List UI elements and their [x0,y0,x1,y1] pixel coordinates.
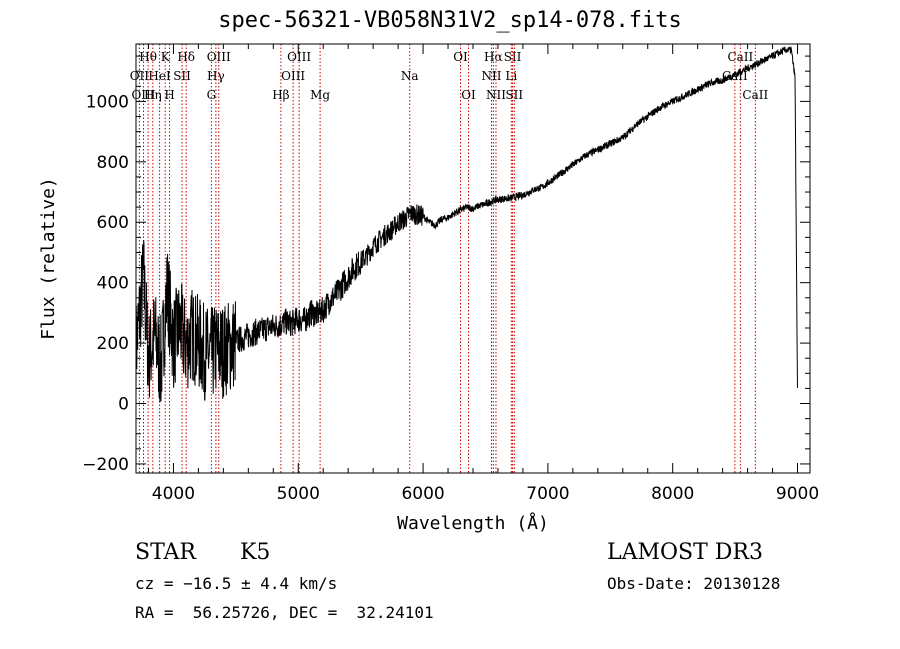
spectral-line-label: K [161,50,171,64]
spectral-line-label: SII [173,69,191,83]
x-tick-label: 6000 [401,484,444,504]
spectral-line-label: Mg [310,88,330,102]
spectral-line-label: OIII [131,88,155,102]
subclass: K5 [240,540,271,565]
x-tick-label: 4000 [152,484,195,504]
spectral-line-label: OIII [207,50,231,64]
spectral-line-label: Na [401,69,419,83]
spectral-line-label: NII [481,69,501,83]
object-type: STAR [135,540,196,565]
y-tick-label: −200 [82,455,129,475]
spectral-line-label: OI [461,88,476,102]
spectral-line-label: SII [504,50,522,64]
spectral-line-label: OIII [281,69,305,83]
x-tick-label: 7000 [526,484,569,504]
survey-name: LAMOST DR3 [607,540,763,565]
coordinates: RA = 56.25726, DEC = 32.24101 [135,603,434,622]
spectral-line-label: Hγ [207,69,225,83]
obs-date: Obs-Date: 20130128 [607,574,781,593]
spectral-line-label: Hδ [177,50,195,64]
spectrum-line [135,46,798,403]
y-tick-label: 200 [97,334,129,354]
y-tick-label: 600 [97,213,129,233]
spectral-line-label: H [164,88,174,102]
spectral-line-label: HeI [148,69,171,83]
x-tick-label: 8000 [651,484,694,504]
spectral-line-label: Li [505,69,517,83]
spectral-line-label: NII [486,88,506,102]
spectral-line-label: OII [130,69,150,83]
spectral-line-label: G [207,88,217,102]
x-tick-label: 9000 [776,484,819,504]
spectral-line-label: CaII [742,88,768,102]
y-axis-label: Flux (relative) [38,177,59,340]
spectral-line-label: Hα [484,50,503,64]
y-tick-label: 800 [97,153,129,173]
spectral-line-label: SII [505,88,523,102]
spectral-line-label: OI [453,50,468,64]
chart-title: spec-56321-VB058N31V2_sp14-078.fits [218,8,682,33]
x-tick-label: 5000 [277,484,320,504]
x-axis-label: Wavelength (Å) [397,512,549,534]
spectral-line-label: CaII [727,50,753,64]
axes-frame [135,43,811,474]
y-tick-label: 400 [97,274,129,294]
redshift-cz: cz = −16.5 ± 4.4 km/s [135,574,338,593]
y-tick-label: 0 [118,395,129,415]
spectral-line-label: Hθ [139,50,157,64]
spectral-line-label: Hβ [272,88,289,102]
y-tick-label: 1000 [86,92,129,112]
spectral-line-label: Hη [144,88,162,102]
spectral-line-label: OIII [287,50,311,64]
